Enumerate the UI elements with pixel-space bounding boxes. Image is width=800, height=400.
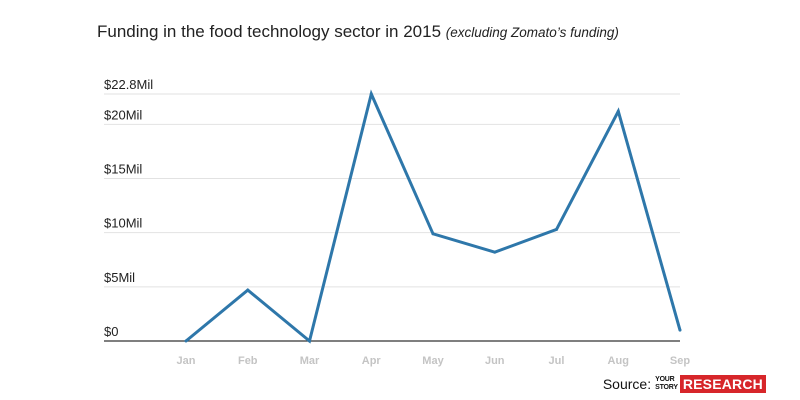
x-tick-label: Jul: [549, 355, 565, 367]
logo-line-1: YOUR: [655, 376, 675, 383]
data-point: [184, 339, 188, 343]
data-point: [678, 328, 682, 332]
data-point: [369, 92, 373, 96]
x-tick-label: Feb: [238, 355, 258, 367]
logo-wordmark: YOUR STORY: [655, 376, 678, 392]
x-tick-label: Sep: [670, 355, 690, 367]
x-axis-tick-labels: Jan Feb Mar Apr May Jun Jul Aug Sep: [177, 355, 691, 367]
y-tick-label: $20Mil: [104, 107, 142, 122]
series-layer: [184, 89, 682, 344]
y-tick-label: $0: [104, 324, 118, 339]
data-point: [616, 109, 620, 113]
x-tick-label: Mar: [300, 355, 320, 367]
data-point: [246, 288, 250, 292]
series-line: [185, 89, 682, 344]
y-tick-label: $22.8Mil: [104, 77, 153, 92]
y-axis-tick-labels: $0 $5Mil $10Mil $15Mil $20Mil $22.8Mil: [104, 77, 153, 339]
data-point: [493, 250, 497, 254]
x-tick-label: Jun: [485, 355, 505, 367]
y-tick-label: $10Mil: [104, 216, 142, 231]
x-tick-label: Aug: [608, 355, 629, 367]
logo-research-badge: RESEARCH: [679, 375, 766, 393]
chart-subtitle: (excluding Zomato’s funding): [445, 25, 619, 40]
data-point: [308, 339, 311, 343]
grid-lines: [104, 93, 680, 342]
source-attribution: Source: YOUR STORY RESEARCH: [603, 374, 766, 394]
logo-line-2: STORY: [655, 384, 678, 391]
x-tick-label: May: [422, 355, 444, 367]
y-tick-label: $5Mil: [104, 270, 135, 285]
x-tick-label: Jan: [177, 355, 196, 367]
data-point: [431, 232, 435, 236]
yourstory-research-logo: YOUR STORY RESEARCH: [655, 375, 766, 393]
chart-title-text: Funding in the food technology sector in…: [97, 22, 442, 41]
x-tick-label: Apr: [362, 355, 382, 367]
data-point: [555, 227, 558, 231]
chart-title: Funding in the food technology sector in…: [97, 22, 619, 42]
y-tick-label: $15Mil: [104, 162, 142, 177]
source-label: Source:: [602, 376, 652, 392]
